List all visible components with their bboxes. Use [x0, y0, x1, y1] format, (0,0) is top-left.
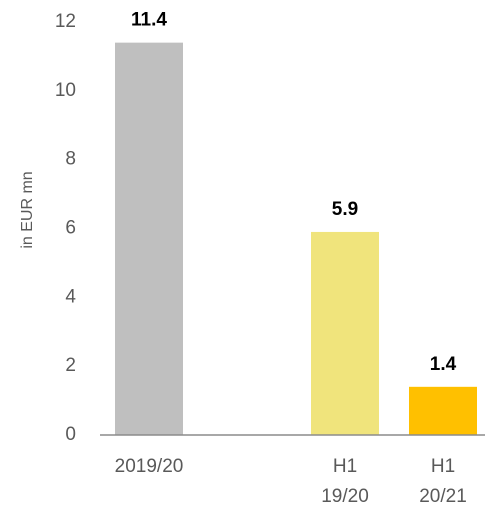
y-tick-label: 2	[65, 355, 76, 376]
x-tick-label: 2019/20	[115, 456, 184, 477]
value-label: 11.4	[131, 10, 167, 31]
x-tick-label: H1 19/20	[321, 456, 369, 507]
value-label: 5.9	[332, 199, 358, 220]
x-tick-label: H1 20/21	[419, 456, 467, 507]
value-label: 1.4	[430, 354, 457, 375]
y-tick-label: 10	[55, 80, 76, 101]
y-axis-label: in EUR mn	[19, 171, 36, 248]
bar	[409, 386, 477, 435]
y-tick-label: 4	[65, 286, 76, 307]
bar	[311, 231, 379, 435]
y-tick-label: 6	[65, 218, 76, 239]
y-tick-label: 0	[65, 424, 76, 445]
y-tick-label: 12	[55, 11, 76, 32]
bar	[115, 42, 183, 436]
y-tick-label: 8	[65, 149, 76, 170]
